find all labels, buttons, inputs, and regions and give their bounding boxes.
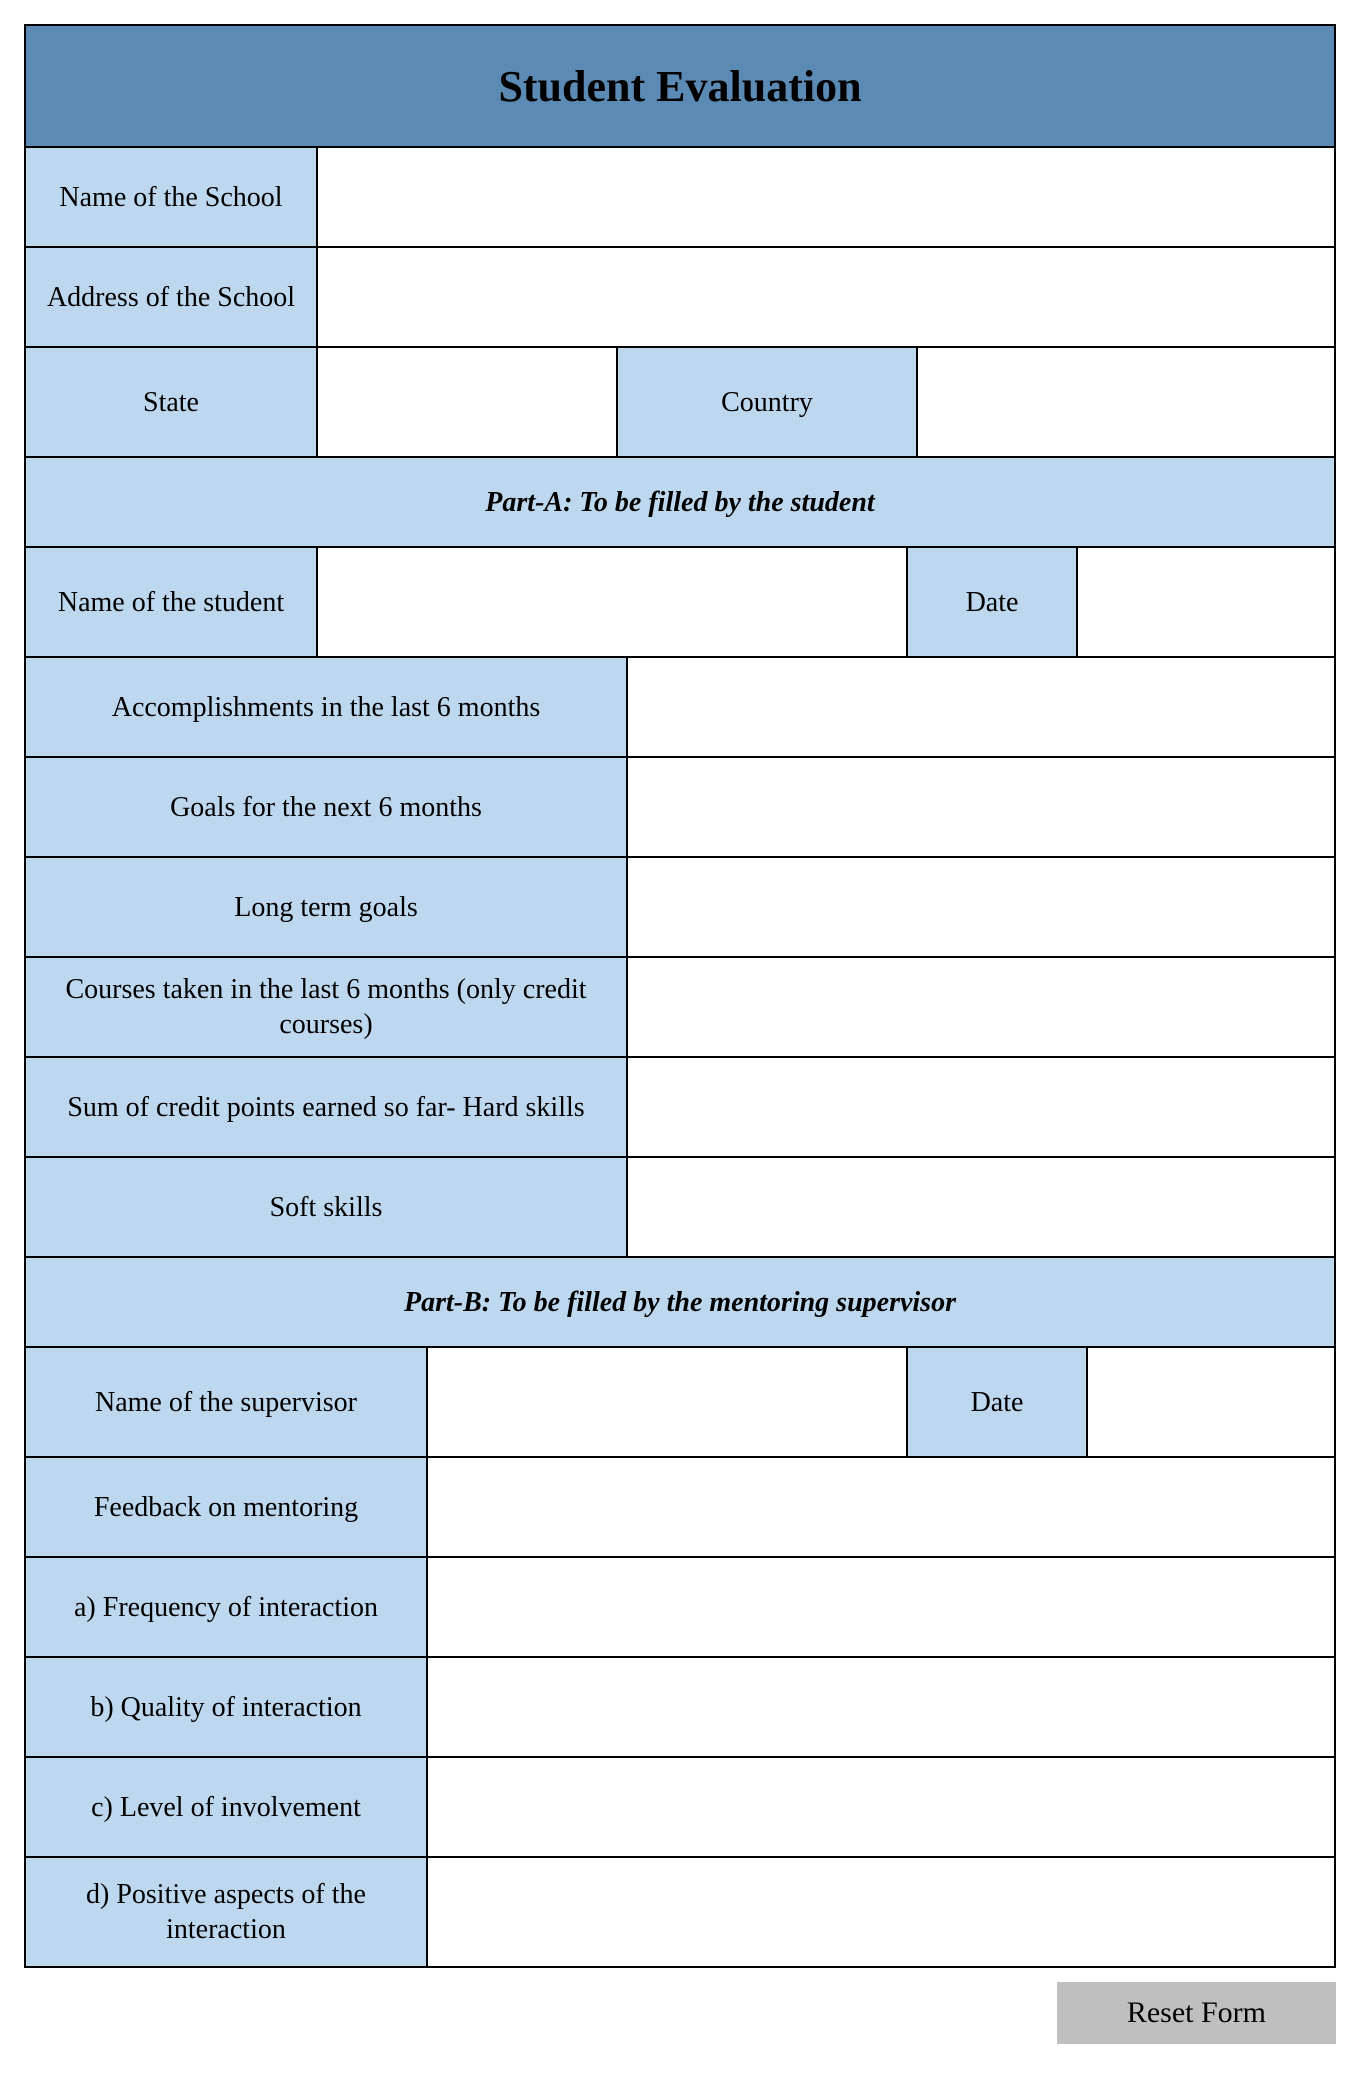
input-soft-skills[interactable] <box>628 1158 1334 1256</box>
label-student-date: Date <box>906 548 1076 656</box>
input-supervisor-name-cell <box>426 1348 906 1456</box>
input-involvement[interactable] <box>428 1758 1334 1856</box>
label-accomplishments: Accomplishments in the last 6 months <box>26 658 626 756</box>
evaluation-form: Student Evaluation Name of the School Ad… <box>24 24 1336 1968</box>
input-quality[interactable] <box>428 1658 1334 1756</box>
row-courses: Courses taken in the last 6 months (only… <box>26 956 1334 1056</box>
input-accomplishments-cell <box>626 658 1334 756</box>
input-feedback-cell <box>426 1458 1334 1556</box>
form-title: Student Evaluation <box>26 26 1334 146</box>
label-student-name: Name of the student <box>26 548 316 656</box>
input-supervisor-date[interactable] <box>1088 1348 1334 1456</box>
row-supervisor-name: Name of the supervisor Date <box>26 1346 1334 1456</box>
input-country[interactable] <box>918 348 1334 456</box>
input-accomplishments[interactable] <box>628 658 1334 756</box>
input-feedback[interactable] <box>428 1458 1334 1556</box>
row-frequency: a) Frequency of interaction <box>26 1556 1334 1656</box>
input-credits[interactable] <box>628 1058 1334 1156</box>
input-goals-next-cell <box>626 758 1334 856</box>
input-positive[interactable] <box>428 1858 1334 1966</box>
row-long-term: Long term goals <box>26 856 1334 956</box>
input-school-name[interactable] <box>318 148 1334 246</box>
label-long-term: Long term goals <box>26 858 626 956</box>
label-credits: Sum of credit points earned so far- Hard… <box>26 1058 626 1156</box>
row-soft-skills: Soft skills <box>26 1156 1334 1256</box>
input-student-name[interactable] <box>318 548 906 656</box>
input-long-term-cell <box>626 858 1334 956</box>
input-long-term[interactable] <box>628 858 1334 956</box>
input-quality-cell <box>426 1658 1334 1756</box>
row-positive: d) Positive aspects of the interaction <box>26 1856 1334 1966</box>
reset-button-wrap: Reset Form <box>24 1982 1336 2044</box>
section-part-b: Part-B: To be filled by the mentoring su… <box>26 1256 1334 1346</box>
input-school-name-cell <box>316 148 1334 246</box>
input-school-address-cell <box>316 248 1334 346</box>
label-supervisor-date: Date <box>906 1348 1086 1456</box>
label-involvement: c) Level of involvement <box>26 1758 426 1856</box>
label-frequency: a) Frequency of interaction <box>26 1558 426 1656</box>
input-credits-cell <box>626 1058 1334 1156</box>
input-state-cell <box>316 348 616 456</box>
label-school-name: Name of the School <box>26 148 316 246</box>
row-school-address: Address of the School <box>26 246 1334 346</box>
row-feedback: Feedback on mentoring <box>26 1456 1334 1556</box>
input-frequency-cell <box>426 1558 1334 1656</box>
row-credits: Sum of credit points earned so far- Hard… <box>26 1056 1334 1156</box>
label-state: State <box>26 348 316 456</box>
reset-button[interactable]: Reset Form <box>1057 1982 1336 2044</box>
input-courses-cell <box>626 958 1334 1056</box>
input-frequency[interactable] <box>428 1558 1334 1656</box>
input-courses[interactable] <box>628 958 1334 1056</box>
input-positive-cell <box>426 1858 1334 1966</box>
row-quality: b) Quality of interaction <box>26 1656 1334 1756</box>
label-courses: Courses taken in the last 6 months (only… <box>26 958 626 1056</box>
section-part-a-text: Part-A: To be filled by the student <box>26 458 1334 546</box>
input-soft-skills-cell <box>626 1158 1334 1256</box>
input-state[interactable] <box>318 348 616 456</box>
input-student-date[interactable] <box>1078 548 1334 656</box>
row-state-country: State Country <box>26 346 1334 456</box>
input-school-address[interactable] <box>318 248 1334 346</box>
label-goals-next: Goals for the next 6 months <box>26 758 626 856</box>
label-supervisor-name: Name of the supervisor <box>26 1348 426 1456</box>
row-involvement: c) Level of involvement <box>26 1756 1334 1856</box>
input-student-name-cell <box>316 548 906 656</box>
label-country: Country <box>616 348 916 456</box>
label-soft-skills: Soft skills <box>26 1158 626 1256</box>
label-school-address: Address of the School <box>26 248 316 346</box>
row-goals-next: Goals for the next 6 months <box>26 756 1334 856</box>
input-involvement-cell <box>426 1758 1334 1856</box>
input-country-cell <box>916 348 1334 456</box>
label-positive: d) Positive aspects of the interaction <box>26 1858 426 1966</box>
input-goals-next[interactable] <box>628 758 1334 856</box>
label-quality: b) Quality of interaction <box>26 1658 426 1756</box>
label-feedback: Feedback on mentoring <box>26 1458 426 1556</box>
input-supervisor-date-cell <box>1086 1348 1334 1456</box>
row-accomplishments: Accomplishments in the last 6 months <box>26 656 1334 756</box>
row-school-name: Name of the School <box>26 146 1334 246</box>
input-supervisor-name[interactable] <box>428 1348 906 1456</box>
input-student-date-cell <box>1076 548 1334 656</box>
section-part-b-text: Part-B: To be filled by the mentoring su… <box>26 1258 1334 1346</box>
section-part-a: Part-A: To be filled by the student <box>26 456 1334 546</box>
title-row: Student Evaluation <box>26 26 1334 146</box>
row-student-name: Name of the student Date <box>26 546 1334 656</box>
